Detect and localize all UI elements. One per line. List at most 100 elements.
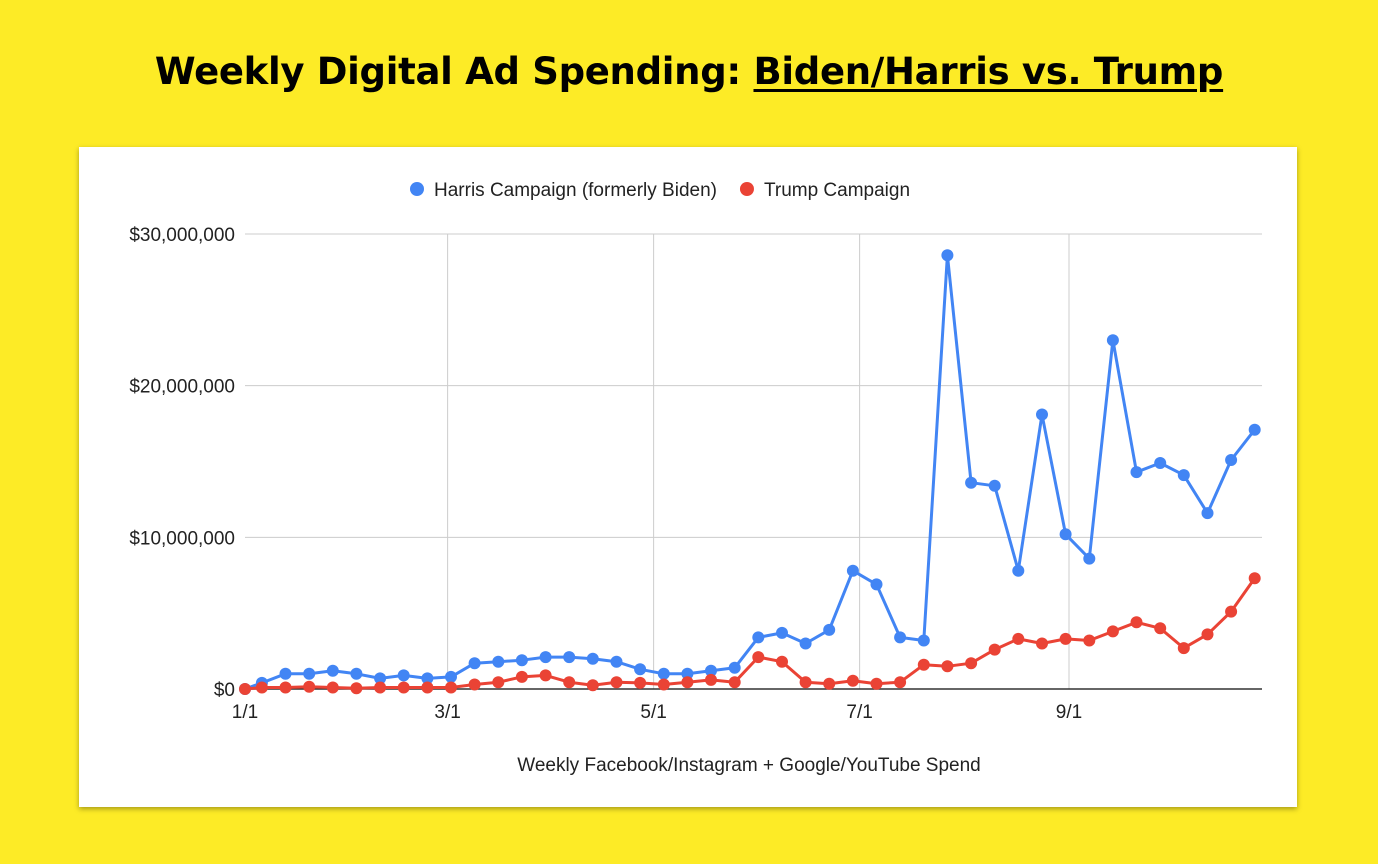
axes: $0 $10,000,000 $20,000,000 $30,000,000 1/1 3/… bbox=[129, 225, 1262, 723]
data-point bbox=[1177, 469, 1190, 482]
data-point bbox=[1036, 637, 1048, 650]
data-point bbox=[1012, 564, 1025, 577]
data-point bbox=[917, 658, 930, 671]
data-point bbox=[634, 663, 647, 676]
x-tick-label: 5/1 bbox=[640, 702, 666, 723]
grid bbox=[245, 233, 1262, 689]
data-point bbox=[728, 676, 741, 689]
y-tick-label: $20,000,000 bbox=[129, 377, 235, 398]
data-point bbox=[917, 634, 930, 647]
data-point bbox=[965, 657, 978, 670]
data-point bbox=[374, 681, 387, 694]
data-point bbox=[870, 677, 883, 690]
y-tick-label: $0 bbox=[214, 680, 235, 701]
data-point bbox=[799, 676, 812, 689]
series-lines bbox=[244, 253, 1256, 691]
data-point bbox=[610, 655, 623, 668]
data-point bbox=[988, 479, 1001, 492]
data-point bbox=[776, 655, 788, 668]
data-point bbox=[681, 667, 694, 680]
data-point bbox=[563, 676, 576, 689]
data-point bbox=[988, 643, 1001, 656]
data-point bbox=[846, 674, 859, 687]
series-points bbox=[239, 249, 1261, 695]
data-point bbox=[1201, 628, 1214, 641]
data-point bbox=[846, 564, 859, 577]
data-point bbox=[350, 682, 363, 695]
data-point bbox=[445, 670, 457, 683]
data-point bbox=[397, 669, 410, 682]
data-point bbox=[539, 669, 552, 682]
data-point bbox=[1083, 552, 1096, 565]
data-point bbox=[705, 673, 717, 686]
data-point bbox=[823, 677, 836, 690]
data-point bbox=[894, 676, 907, 689]
data-point bbox=[657, 678, 670, 691]
x-tick-label: 9/1 bbox=[1056, 702, 1082, 723]
page-title: Weekly Digital Ad Spending: Biden/Harris… bbox=[0, 50, 1378, 93]
data-point bbox=[468, 657, 481, 670]
data-point bbox=[1036, 408, 1048, 421]
y-tick-label: $10,000,000 bbox=[129, 528, 235, 549]
legend-label: Trump Campaign bbox=[764, 180, 910, 201]
series-line-trump bbox=[244, 577, 1256, 691]
x-tick-label: 3/1 bbox=[434, 702, 460, 723]
title-prefix: Weekly Digital Ad Spending: bbox=[154, 50, 754, 93]
data-point bbox=[965, 476, 978, 489]
data-point bbox=[1130, 466, 1143, 479]
data-point bbox=[1225, 605, 1238, 618]
data-point bbox=[823, 623, 836, 636]
legend: Harris Campaign (formerly Biden) Trump Ca… bbox=[410, 180, 910, 201]
title-underlined: Biden/Harris vs. Trump bbox=[753, 50, 1224, 93]
data-point bbox=[1059, 632, 1072, 645]
x-tick-label: 1/1 bbox=[232, 702, 258, 723]
chart-card: $0 $10,000,000 $20,000,000 $30,000,000 1/1 3/… bbox=[79, 147, 1297, 807]
data-point bbox=[705, 664, 717, 677]
data-point bbox=[1059, 528, 1072, 541]
data-point bbox=[1225, 454, 1238, 466]
data-point bbox=[1201, 507, 1214, 520]
data-point bbox=[492, 655, 505, 668]
x-axis-label: Weekly Facebook/Instagram + Google/YouTu… bbox=[517, 755, 981, 776]
data-point bbox=[350, 667, 363, 680]
data-point bbox=[303, 680, 316, 693]
data-point bbox=[657, 667, 670, 680]
data-point bbox=[279, 681, 292, 694]
data-point bbox=[752, 651, 765, 664]
data-point bbox=[1106, 334, 1119, 347]
data-point bbox=[1154, 622, 1167, 635]
data-point bbox=[279, 667, 292, 680]
data-point bbox=[1106, 625, 1119, 638]
data-point bbox=[326, 664, 339, 677]
data-point bbox=[799, 637, 812, 650]
data-point bbox=[681, 676, 694, 689]
data-point bbox=[610, 676, 623, 689]
data-point bbox=[539, 651, 552, 664]
data-point bbox=[1012, 632, 1025, 645]
data-point bbox=[421, 681, 434, 694]
data-point bbox=[397, 681, 410, 694]
data-point bbox=[445, 681, 457, 694]
data-point bbox=[239, 683, 251, 695]
data-point bbox=[1130, 616, 1143, 629]
data-point bbox=[374, 672, 387, 685]
data-point bbox=[941, 660, 954, 673]
data-point bbox=[1248, 572, 1261, 585]
data-point bbox=[255, 681, 268, 694]
data-point bbox=[515, 654, 528, 667]
data-point bbox=[752, 631, 765, 644]
data-point bbox=[586, 652, 599, 665]
series-line-harris bbox=[244, 253, 1256, 691]
data-point bbox=[1177, 642, 1190, 655]
data-point bbox=[563, 651, 576, 664]
legend-label: Harris Campaign (formerly Biden) bbox=[434, 180, 717, 201]
data-point bbox=[1083, 634, 1096, 647]
data-point bbox=[894, 631, 907, 644]
data-point bbox=[941, 249, 954, 262]
data-point bbox=[776, 626, 788, 639]
data-point bbox=[515, 670, 528, 683]
data-point bbox=[492, 676, 505, 689]
data-point bbox=[468, 678, 481, 691]
legend-marker bbox=[410, 182, 424, 196]
data-point bbox=[870, 578, 883, 591]
